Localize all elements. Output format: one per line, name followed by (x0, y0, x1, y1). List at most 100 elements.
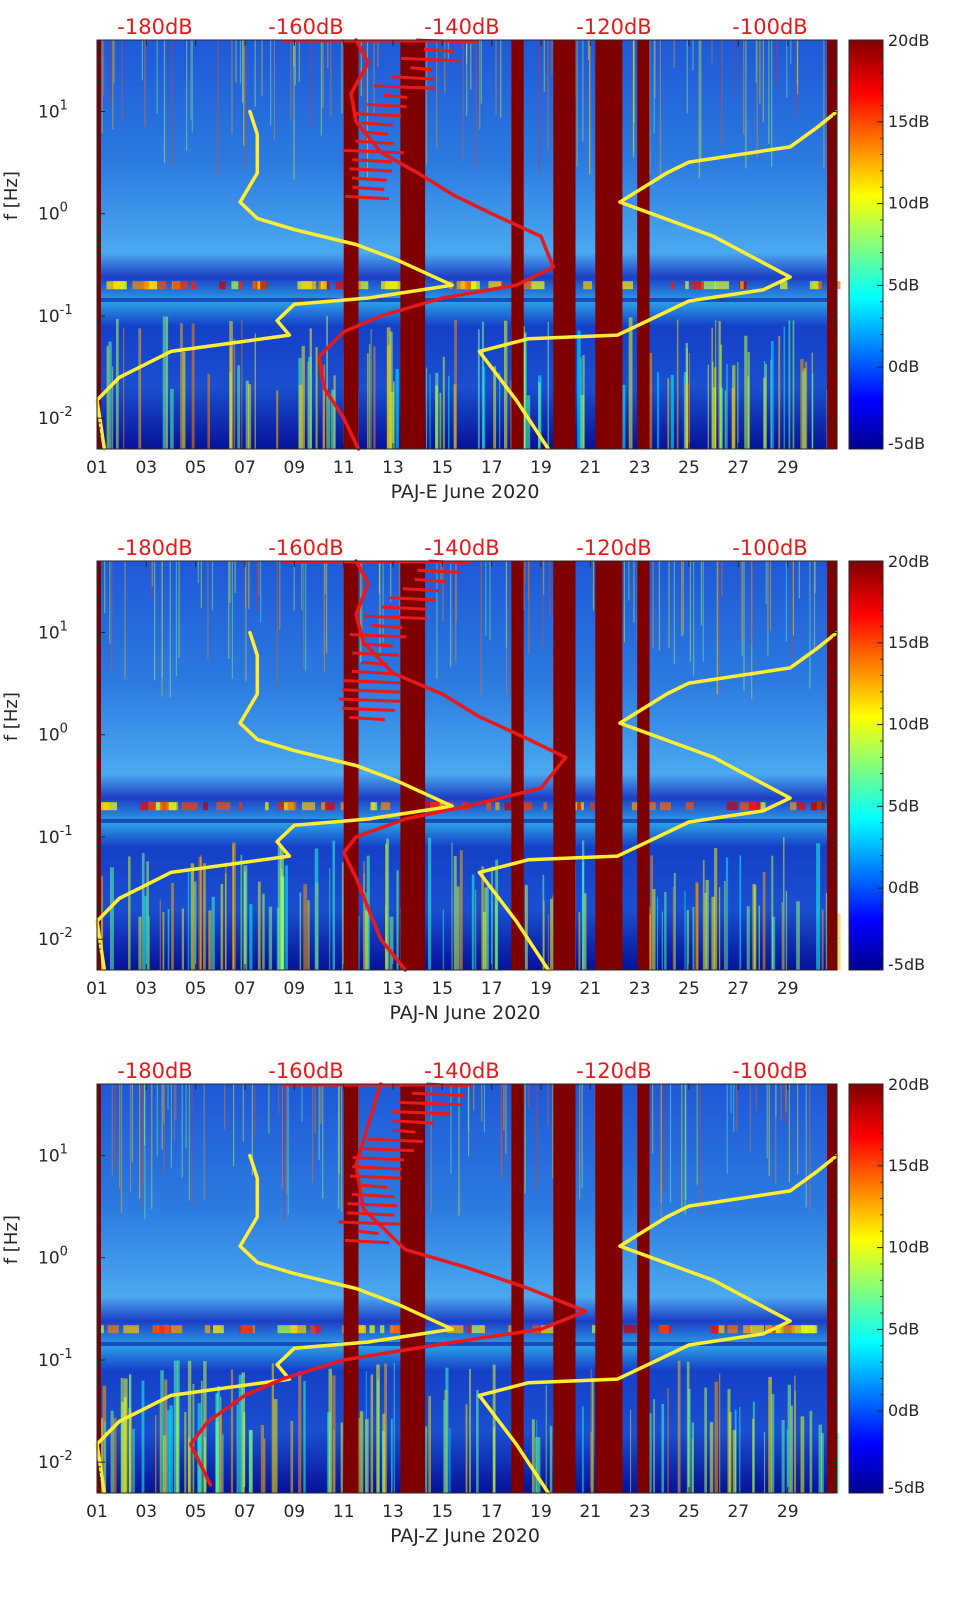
spectrogram-streak (681, 561, 683, 631)
spectrogram-streak (468, 1084, 470, 1157)
spectrogram-streak (373, 40, 375, 117)
spectrogram-band (543, 802, 547, 811)
spectrogram-streak (324, 561, 326, 595)
x-tick-label: 11 (333, 979, 355, 999)
spectrogram-dark-band (97, 298, 837, 302)
spectrogram-streak (589, 40, 591, 175)
spectrogram-streak (268, 906, 273, 970)
spectrogram-band (774, 1325, 784, 1334)
y-tick-label: 10-1 (38, 824, 73, 848)
top-label-5: -100dB (732, 536, 807, 560)
spectrogram-streak (772, 916, 776, 970)
spectrogram-streak (749, 1084, 751, 1153)
spectrogram-streak (309, 40, 311, 128)
spectrogram-streak (104, 561, 106, 614)
spectrogram-streak (424, 1084, 426, 1126)
spectrogram-streak (141, 1084, 143, 1210)
spectrogram-streak (780, 1084, 782, 1121)
spectrogram-streak (167, 1084, 169, 1110)
data-gap (553, 561, 576, 970)
spectrogram-band (781, 1325, 796, 1334)
spectrogram-band (748, 802, 761, 811)
spectrogram-streak (233, 338, 236, 449)
spectrogram-streak (543, 40, 545, 92)
spectrogram-streak (788, 1084, 790, 1183)
spectrogram-streak (178, 561, 180, 658)
spectrogram-band (302, 802, 316, 811)
station-noise-wiggle (401, 56, 459, 63)
spectrogram-streak (161, 561, 163, 678)
spectrogram-band (321, 802, 327, 811)
top-label-2: -160dB (268, 536, 343, 560)
spectrogram-streak (582, 40, 584, 141)
spectrogram-streak (771, 855, 774, 970)
spectrogram-streak (141, 853, 145, 970)
spectrogram-streak (479, 40, 481, 130)
spectrogram-streak (579, 1084, 581, 1200)
spectrogram-streak (142, 1084, 144, 1187)
spectrogram-band (300, 281, 317, 290)
spectrogram-streak (234, 561, 236, 593)
spectrogram-streak (245, 380, 249, 449)
spectrogram-band (325, 281, 330, 290)
spectrogram-band (726, 802, 738, 811)
x-tick-label: 11 (333, 458, 355, 478)
spectrogram-streak (623, 561, 625, 643)
spectrogram-streak (700, 40, 702, 160)
spectrogram-streak (387, 345, 391, 449)
spectrogram-streak (581, 1084, 583, 1173)
colorbar-label-0: 0dB (888, 878, 919, 897)
colorbar-label-5: 5dB (888, 1319, 919, 1338)
spectrogram-streak (467, 1084, 470, 1131)
spectrogram-streak (181, 1084, 183, 1178)
spectrogram-streak (754, 885, 757, 970)
spectrogram-streak (493, 366, 497, 449)
spectrogram-streak (293, 40, 295, 180)
colorbar-label-15: 15dB (888, 633, 930, 652)
station-noise-wiggle (357, 1229, 379, 1235)
x-tick-label: 17 (481, 979, 503, 999)
spectrogram-streak (161, 561, 163, 697)
spectrogram-streak (587, 40, 590, 60)
spectrogram-streak (276, 390, 279, 449)
x-tick-label: 19 (530, 458, 552, 478)
station-noise-wiggle (361, 642, 393, 648)
spectrogram-band (155, 802, 161, 811)
x-tick-label: 09 (283, 1502, 305, 1522)
spectrogram-streak (164, 1379, 168, 1493)
x-tick-label: 23 (629, 1502, 651, 1522)
spectrogram-streak (175, 561, 177, 677)
spectrogram-streak (538, 40, 540, 173)
spectrogram-streak (531, 1419, 535, 1493)
spectrogram-streak (547, 40, 549, 149)
data-gap (553, 40, 576, 449)
spectrogram-streak (110, 40, 112, 106)
spectrogram-streak (271, 1363, 274, 1493)
spectrogram-streak (491, 866, 493, 970)
spectrogram-band (710, 1325, 720, 1334)
spectrogram-band (464, 281, 471, 290)
colorbar-label-15: 15dB (888, 1156, 930, 1175)
spectrogram-streak (341, 862, 346, 970)
spectrogram-streak (243, 40, 245, 146)
spectrogram-streak (386, 838, 390, 970)
spectrogram-streak (144, 1084, 146, 1220)
data-gap (595, 1084, 623, 1493)
spectrogram-streak (161, 1084, 163, 1150)
spectrogram-band (152, 1325, 159, 1334)
spectrogram-streak (649, 352, 653, 449)
spectrogram-streak (477, 329, 480, 449)
spectrogram-band (488, 281, 502, 290)
y-axis-label: f [Hz] (1, 171, 22, 220)
x-tick-label: 19 (530, 979, 552, 999)
x-tick-label: 17 (481, 458, 503, 478)
spectrogram-band (371, 802, 378, 811)
spectrogram-streak (581, 1084, 583, 1188)
spectrogram-band (801, 1325, 818, 1334)
spectrogram-band (743, 1325, 752, 1334)
spectrogram-streak (469, 1368, 471, 1493)
spectrogram-streak (396, 870, 399, 970)
spectrogram-streak (718, 561, 720, 697)
spectrogram-streak (389, 916, 394, 970)
spectrogram-streak (775, 40, 778, 87)
